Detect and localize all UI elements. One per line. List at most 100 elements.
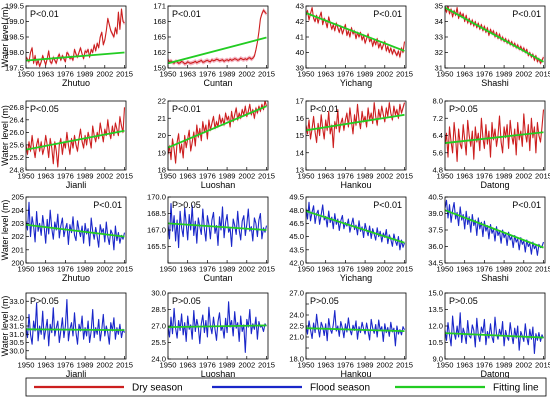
x-tick-label: 1963 [456, 70, 473, 79]
station-label: Luoshan [201, 369, 236, 379]
x-tick-label: 2002 [376, 265, 393, 274]
series-line [26, 8, 125, 67]
panel-cuntan-dry: 159 162 165 168 171 1950 1963 1976 1989 2002 2015 P… [153, 2, 275, 88]
y-tick-label: 27.0 [151, 322, 166, 331]
fitting-line [168, 36, 267, 65]
series-line [26, 201, 126, 251]
x-tick-label: 2015 [258, 361, 275, 370]
series-line [26, 299, 126, 347]
y-tick-label: 41 [296, 33, 304, 42]
x-tick-label: 1950 [160, 70, 177, 79]
y-tick-label: 34 [435, 17, 443, 26]
x-tick-label: 1976 [337, 361, 354, 370]
station-label: Yichang [340, 78, 372, 88]
p-value-label: P>0.05 [172, 200, 201, 210]
panel-yichang-dry: 39 40 41 42 43 1950 1963 1976 1989 2002 2015 P<0.01… [296, 2, 413, 88]
y-tick-label: 8.0 [432, 97, 443, 106]
x-tick-label: 2002 [515, 70, 532, 79]
series-line [306, 7, 406, 58]
x-tick-label: 1963 [179, 172, 196, 181]
x-tick-label: 2015 [258, 70, 275, 79]
x-tick-label: 2015 [258, 172, 275, 181]
x-tick-label: 2015 [258, 265, 275, 274]
station-label: Jianli [66, 180, 87, 190]
y-tick-label: 4.8 [432, 166, 443, 175]
y-tick-label: 13.5 [428, 305, 443, 314]
y-tick-label: 25.2 [9, 153, 24, 162]
y-tick-label: 24.8 [9, 166, 24, 175]
plot-area [26, 299, 126, 347]
series-line [306, 102, 406, 149]
y-tick-label: 10.5 [428, 338, 443, 347]
y-tick-label: 22 [158, 97, 166, 106]
p-value-label: P<0.01 [373, 9, 402, 19]
x-tick-label: 1989 [77, 172, 94, 181]
y-tick-label: 39 [296, 64, 304, 73]
y-axis-label: Water level (m) [0, 200, 10, 261]
y-tick-label: 26.8 [9, 103, 24, 112]
fitting-line [306, 210, 405, 244]
plot-area [26, 6, 125, 68]
plot-area [168, 101, 268, 166]
plot-area [306, 310, 405, 347]
station-label: Jianli [66, 369, 87, 379]
y-tick-label: 201 [11, 245, 24, 254]
station-label: Shashi [481, 78, 509, 88]
x-tick-label: 1976 [476, 172, 493, 181]
panel-cuntan-flood: 165.5 167.0 168.5 170.0 1950 1963 1976 1989 2002… [147, 193, 275, 283]
p-value-label: P>0.05 [172, 296, 201, 306]
y-tick-label: 31.5 [9, 322, 24, 331]
x-tick-label: 1963 [317, 172, 334, 181]
x-tick-label: 1976 [57, 361, 74, 370]
x-tick-label: 1963 [317, 361, 334, 370]
y-tick-label: 203 [11, 219, 24, 228]
fitting-line [306, 12, 405, 52]
x-tick-label: 1989 [219, 265, 236, 274]
x-tick-label: 1950 [437, 70, 454, 79]
y-axis-label: Water level (m) [0, 7, 10, 68]
x-tick-label: 2015 [396, 265, 413, 274]
x-tick-label: 2015 [396, 172, 413, 181]
x-tick-label: 2015 [116, 361, 133, 370]
y-tick-label: 165.5 [147, 242, 166, 251]
x-tick-label: 1950 [160, 361, 177, 370]
x-tick-label: 1963 [179, 361, 196, 370]
x-tick-label: 1989 [219, 361, 236, 370]
panel-hankou-flood: 18.0 21.0 22.5 24.0 27.0 1950 1963 1976 1989 2002… [289, 289, 413, 379]
y-tick-label: 12.0 [428, 322, 443, 331]
panel-hankou-dry: 13 14 15 16 17 1950 1963 1976 1989 2002 2015 P<0.01… [296, 97, 413, 190]
y-tick-label: 40.5 [428, 193, 443, 202]
plot-area [445, 199, 545, 256]
x-tick-label: 2015 [535, 265, 550, 274]
x-tick-label: 1950 [160, 265, 177, 274]
y-tick-label: 32.0 [9, 313, 24, 322]
y-tick-label: 197.5 [5, 64, 24, 73]
panel-shashi-flood: 34.5 36.0 37.5 39.0 40.5 1950 1963 1976 1989 2002… [428, 193, 550, 283]
plot-area [26, 201, 126, 251]
p-value-label: P<0.01 [512, 200, 541, 210]
panel-zhutuo-dry: 197.5 198.0 198.5 199.0 199.5 1950 1963 1976 198… [0, 2, 133, 88]
y-tick-label: 159 [153, 64, 166, 73]
x-tick-label: 2015 [396, 70, 413, 79]
station-label: Zhutuo [62, 78, 90, 88]
legend-label: Dry season [132, 383, 183, 394]
panel-shashi-dry: 31 32 33 34 35 1950 1963 1976 1989 2002 2015 P<0.01… [435, 2, 550, 88]
plot-area [168, 8, 267, 66]
y-tick-label: 49.5 [289, 193, 304, 202]
y-tick-label: 167.0 [147, 226, 166, 235]
station-label: Cuntan [203, 78, 232, 88]
x-tick-label: 2015 [535, 361, 550, 370]
y-tick-label: 24.0 [289, 311, 304, 320]
y-tick-label: 35 [435, 2, 443, 11]
y-tick-label: 202 [11, 232, 24, 241]
series-line [168, 203, 268, 249]
y-tick-label: 165 [153, 33, 166, 42]
x-tick-label: 1989 [77, 265, 94, 274]
y-tick-label: 199.0 [5, 17, 24, 26]
x-tick-label: 1950 [18, 70, 35, 79]
y-tick-label: 39.0 [428, 209, 443, 218]
x-tick-label: 2002 [96, 70, 113, 79]
x-tick-label: 2015 [116, 172, 133, 181]
axes-frame [25, 100, 127, 171]
